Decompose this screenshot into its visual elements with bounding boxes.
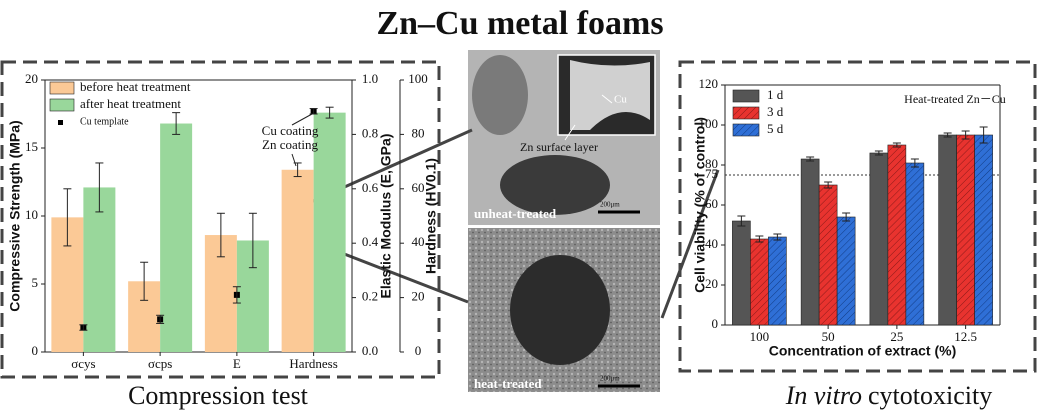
caption: cytotoxicity xyxy=(868,381,992,410)
y3-axis-label: Hardness (HV0.1) xyxy=(423,158,439,274)
pointer xyxy=(564,124,576,141)
legend-swatch xyxy=(58,120,63,125)
y3-tick-label: 80 xyxy=(412,125,425,140)
bar xyxy=(938,134,957,326)
y3-tick-label: 100 xyxy=(408,71,428,86)
y3-tick-label: 40 xyxy=(412,234,425,249)
caption-italic: In vitro xyxy=(785,381,862,410)
pore xyxy=(472,55,528,135)
y3-tick-label: 0 xyxy=(415,343,422,358)
y2-tick-label: 0.8 xyxy=(362,125,378,140)
x-tick-label: Hardness xyxy=(289,356,337,371)
image-label: unheat-treated xyxy=(474,206,557,221)
scale-label: 200μm xyxy=(600,375,620,383)
y-tick-label: 120 xyxy=(699,76,719,91)
arrow xyxy=(332,248,469,304)
caption: Compression test xyxy=(128,381,309,410)
legend-swatch xyxy=(732,89,760,103)
bar xyxy=(836,216,856,326)
y-tick-label: 0 xyxy=(712,316,719,331)
bar xyxy=(869,152,889,326)
y-tick-label: 80 xyxy=(705,156,718,171)
y-tick-label: 20 xyxy=(705,276,718,291)
annotation: Zn coating xyxy=(262,137,318,152)
y-tick-label: 40 xyxy=(705,236,718,251)
right-frame xyxy=(678,60,1037,373)
bar xyxy=(768,236,787,326)
bar xyxy=(818,184,838,326)
bar xyxy=(313,112,346,352)
arrow xyxy=(660,169,720,319)
legend-swatch xyxy=(49,81,75,95)
inset-cu xyxy=(570,60,650,130)
left-frame xyxy=(0,60,441,379)
annotation-pointer xyxy=(291,153,297,167)
inset-label: Zn surface layer xyxy=(520,140,598,154)
pointer xyxy=(601,94,613,104)
y3-tick-label: 20 xyxy=(412,289,425,304)
legend-label: Cu template xyxy=(80,116,129,127)
legend-label: 1 d xyxy=(767,87,784,102)
legend-label: before heat treatment xyxy=(80,79,191,94)
legend-label: 5 d xyxy=(767,121,784,136)
pore xyxy=(510,255,610,365)
reference-label: 75 xyxy=(705,166,718,181)
image-label: heat-treated xyxy=(474,376,542,391)
bar xyxy=(905,162,925,326)
y2-tick-label: 1.0 xyxy=(362,71,378,86)
bar xyxy=(956,134,975,326)
y2-tick-label: 0.4 xyxy=(362,234,379,249)
micrographs: unheat-treated heat-treated Cu Zn surfac… xyxy=(468,50,660,392)
x-tick-label: E xyxy=(233,356,241,371)
y-tick-label: 100 xyxy=(699,116,719,131)
inset-label: Cu xyxy=(614,94,627,106)
y-tick-label: 10 xyxy=(25,207,38,222)
x-tick-label: 12.5 xyxy=(954,329,977,344)
legend-label: 3 d xyxy=(767,104,784,119)
bar xyxy=(887,144,907,326)
annotation: Heat-treated Zn－Cu xyxy=(904,92,1006,106)
scale-label: 200μm xyxy=(600,201,620,209)
y2-tick-label: 0.0 xyxy=(362,343,378,358)
y3-tick-label: 60 xyxy=(412,180,425,195)
legend-swatch xyxy=(732,106,760,120)
x-tick-label: 50 xyxy=(822,329,835,344)
bar xyxy=(732,220,751,326)
pore xyxy=(500,155,610,215)
legend-label: after heat treatment xyxy=(80,96,181,111)
x-axis-label: Concentration of extract (%) xyxy=(769,343,956,359)
y-tick-label: 15 xyxy=(25,139,38,154)
bar xyxy=(83,187,116,352)
annotation: Cu coating xyxy=(262,123,319,138)
y2-axis-label: Elastic Modulus (E, GPa) xyxy=(378,134,394,299)
bar xyxy=(281,169,314,352)
bar xyxy=(974,134,993,326)
bar xyxy=(800,158,820,326)
y-tick-label: 20 xyxy=(25,71,38,86)
y-tick-label: 0 xyxy=(32,343,39,358)
bar xyxy=(160,123,193,353)
title: Zn–Cu metal foams xyxy=(376,5,663,42)
y-axis-label: Cell viability (% of control) xyxy=(692,117,708,293)
legend-swatch xyxy=(732,123,760,137)
legend-swatch xyxy=(49,98,75,112)
annotation-pointer xyxy=(291,113,313,126)
y2-tick-label: 0.2 xyxy=(362,289,378,304)
x-tick-label: 25 xyxy=(890,329,903,344)
x-tick-label: σcps xyxy=(148,356,172,371)
y2-tick-label: 0.6 xyxy=(362,180,379,195)
x-tick-label: σcys xyxy=(71,356,95,371)
y-axis-label: Compressive Strength (MPa) xyxy=(7,120,23,311)
y-tick-label: 5 xyxy=(32,275,39,290)
bar xyxy=(750,238,769,326)
x-tick-label: 100 xyxy=(750,329,770,344)
y-tick-label: 60 xyxy=(705,196,718,211)
